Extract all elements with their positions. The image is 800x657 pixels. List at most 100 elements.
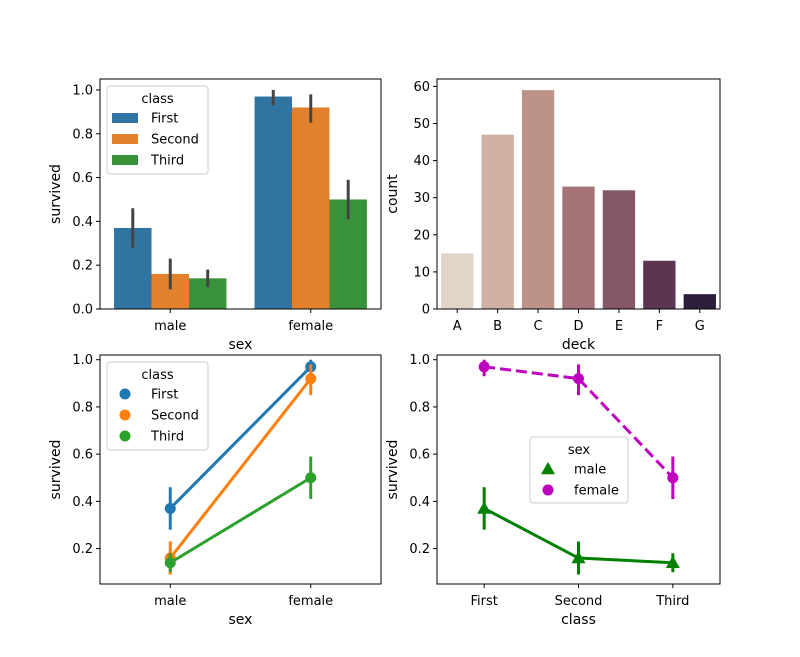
- point: [665, 555, 680, 569]
- y-tick-label: 30: [413, 191, 430, 206]
- x-axis-label: class: [561, 612, 596, 628]
- legend-title: sex: [568, 443, 591, 458]
- axes-frame: [436, 78, 721, 310]
- x-tick-label: male: [154, 319, 186, 334]
- y-tick-label: 20: [413, 228, 430, 243]
- y-tick-label: 1.0: [409, 353, 430, 368]
- y-tick-label: 0: [422, 303, 430, 318]
- point: [164, 557, 176, 569]
- point: [571, 551, 586, 564]
- y-tick-label: 40: [413, 154, 430, 169]
- x-tick-label: female: [288, 594, 333, 609]
- bar: [521, 90, 555, 310]
- point: [667, 472, 679, 484]
- legend-entry-label: Third: [150, 430, 184, 445]
- y-tick-label: 0.6: [72, 171, 93, 186]
- y-axis-label: survived: [48, 440, 64, 500]
- legend-entry-label: Second: [151, 409, 199, 424]
- y-tick-label: 0.8: [72, 400, 93, 415]
- legend-frame: [529, 436, 629, 504]
- y-tick-label: 0.6: [409, 448, 430, 463]
- y-tick-label: 60: [413, 80, 430, 95]
- bar: [481, 134, 514, 309]
- legend-swatch: [112, 155, 138, 165]
- legend-entry-label: Third: [150, 154, 184, 169]
- y-tick-label: 0.4: [72, 495, 93, 510]
- axes-frame: [99, 78, 382, 310]
- y-tick-label: 0.4: [409, 495, 430, 510]
- y-tick-label: 1.0: [72, 83, 93, 98]
- y-axis-label: survived: [48, 164, 64, 224]
- series-line: [483, 365, 674, 479]
- point: [305, 472, 317, 484]
- legend-swatch: [112, 134, 138, 144]
- legend: class First Second Third: [106, 85, 209, 175]
- point: [478, 361, 490, 373]
- chart-survival-by-sex-bar: 0.0 0.2 0.4 0.6 0.8 1.0 male female sex survived c…: [48, 78, 382, 353]
- point: [164, 502, 176, 514]
- series-line: [169, 476, 312, 565]
- legend: sex male female: [529, 436, 629, 504]
- legend: class First Second Third: [106, 361, 209, 451]
- y-tick-label: 0.6: [72, 448, 93, 463]
- legend-entry-label: Second: [151, 133, 199, 148]
- x-tick-label: B: [493, 319, 502, 334]
- y-tick-label: 0.8: [72, 127, 93, 142]
- x-tick-label: A: [453, 319, 462, 334]
- x-axis-label: deck: [562, 337, 596, 353]
- legend-entry-label: First: [151, 112, 178, 127]
- y-axis-label: survived: [385, 440, 401, 500]
- bar: [292, 107, 330, 309]
- y-tick-label: 0.0: [72, 303, 93, 318]
- x-tick-label: D: [573, 319, 583, 334]
- y-tick-label: 0.8: [409, 400, 430, 415]
- y-tick-label: 50: [413, 117, 430, 132]
- point: [573, 373, 584, 385]
- legend-entry-label: First: [151, 388, 178, 403]
- x-tick-label: female: [288, 319, 333, 334]
- axes-frame: [436, 354, 721, 585]
- legend-title: class: [141, 368, 173, 383]
- x-axis-label: sex: [229, 337, 253, 353]
- legend-marker: [119, 430, 131, 442]
- y-tick-label: 0.4: [72, 215, 93, 230]
- x-tick-label: F: [656, 319, 663, 334]
- x-axis-label: sex: [229, 612, 253, 628]
- legend-title: class: [141, 92, 173, 107]
- x-tick-label: First: [470, 594, 497, 609]
- x-tick-label: male: [154, 594, 186, 609]
- series-line: [169, 365, 312, 510]
- y-tick-label: 1.0: [72, 353, 93, 368]
- legend-entry-label: female: [574, 484, 619, 499]
- x-tick-label: C: [534, 319, 543, 334]
- chart-survival-by-class-point: 0.2 0.4 0.6 0.8 1.0 First Second Third class surv…: [385, 353, 721, 628]
- x-tick-label: Second: [555, 594, 603, 609]
- axes-frame: [99, 354, 382, 585]
- x-tick-label: G: [695, 319, 705, 334]
- series-line: [169, 377, 312, 559]
- x-tick-label: Third: [655, 594, 689, 609]
- legend-frame: [106, 361, 209, 451]
- legend-swatch: [112, 113, 138, 123]
- y-tick-label: 0.2: [409, 542, 430, 557]
- y-tick-label: 0.2: [72, 259, 93, 274]
- legend-marker: [541, 462, 555, 475]
- bar: [562, 186, 595, 309]
- chart-survival-by-sex-point: 0.2 0.4 0.6 0.8 1.0 male female sex survived clas…: [48, 353, 382, 628]
- point: [477, 501, 492, 514]
- y-tick-label: 0.2: [72, 542, 93, 557]
- y-tick-label: 10: [413, 265, 430, 280]
- bar: [441, 253, 474, 309]
- legend-frame: [106, 85, 209, 175]
- legend-marker: [542, 484, 554, 496]
- legend-marker: [119, 388, 131, 400]
- legend-marker: [119, 409, 131, 421]
- bar: [254, 96, 293, 310]
- point: [305, 373, 317, 385]
- y-axis-label: count: [385, 174, 401, 214]
- bar: [602, 190, 636, 309]
- x-tick-label: E: [615, 319, 623, 334]
- bar: [683, 294, 716, 309]
